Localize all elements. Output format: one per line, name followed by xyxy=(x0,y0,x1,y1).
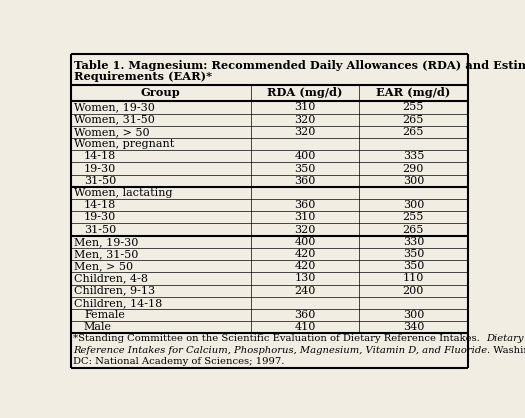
Text: 265: 265 xyxy=(403,115,424,125)
Text: 340: 340 xyxy=(403,322,424,332)
Text: Dietary: Dietary xyxy=(486,334,523,343)
Text: Female: Female xyxy=(84,310,125,320)
Text: 320: 320 xyxy=(295,224,316,234)
Text: 300: 300 xyxy=(403,176,424,186)
Text: Women, 31-50: Women, 31-50 xyxy=(74,115,155,125)
Text: 19-30: 19-30 xyxy=(84,212,116,222)
Text: Men, > 50: Men, > 50 xyxy=(74,261,133,271)
Text: 255: 255 xyxy=(403,102,424,112)
Text: Men, 19-30: Men, 19-30 xyxy=(74,237,138,247)
Text: 330: 330 xyxy=(403,237,424,247)
Text: 19-30: 19-30 xyxy=(84,163,116,173)
Text: 420: 420 xyxy=(295,261,316,271)
Text: 200: 200 xyxy=(403,285,424,296)
Text: Male: Male xyxy=(84,322,112,332)
Text: 350: 350 xyxy=(295,163,316,173)
Text: Women, > 50: Women, > 50 xyxy=(74,127,150,137)
Text: 360: 360 xyxy=(295,176,316,186)
Text: Children, 4-8: Children, 4-8 xyxy=(74,273,148,283)
Text: Table 1. Magnesium: Recommended Daily Allowances (RDA) and Estimated Average: Table 1. Magnesium: Recommended Daily Al… xyxy=(74,60,525,71)
Text: Women, 19-30: Women, 19-30 xyxy=(74,102,155,112)
Text: 400: 400 xyxy=(295,151,316,161)
Text: *Standing Committee on the Scientific Evaluation of Dietary Reference Intakes.: *Standing Committee on the Scientific Ev… xyxy=(73,334,486,343)
Text: 310: 310 xyxy=(295,102,316,112)
Text: 335: 335 xyxy=(403,151,424,161)
Text: 300: 300 xyxy=(403,310,424,320)
Text: 290: 290 xyxy=(403,163,424,173)
Text: 240: 240 xyxy=(295,285,316,296)
Text: 110: 110 xyxy=(403,273,424,283)
Text: 310: 310 xyxy=(295,212,316,222)
Text: Group: Group xyxy=(141,87,181,99)
Text: Children, 14-18: Children, 14-18 xyxy=(74,298,162,308)
Text: 420: 420 xyxy=(295,249,316,259)
Text: 255: 255 xyxy=(403,212,424,222)
Text: Women, lactating: Women, lactating xyxy=(74,188,172,198)
Text: 265: 265 xyxy=(403,127,424,137)
Text: 350: 350 xyxy=(403,249,424,259)
Text: 14-18: 14-18 xyxy=(84,151,116,161)
Text: 31-50: 31-50 xyxy=(84,176,116,186)
Text: 410: 410 xyxy=(295,322,316,332)
Text: 14-18: 14-18 xyxy=(84,200,116,210)
Text: . Washington,: . Washington, xyxy=(487,346,525,355)
Text: DC: National Academy of Sciences; 1997.: DC: National Academy of Sciences; 1997. xyxy=(73,357,285,366)
Text: Requirements (EAR)*: Requirements (EAR)* xyxy=(74,71,212,82)
Text: EAR (mg/d): EAR (mg/d) xyxy=(376,87,450,99)
Text: Men, 31-50: Men, 31-50 xyxy=(74,249,138,259)
Text: 350: 350 xyxy=(403,261,424,271)
Text: 360: 360 xyxy=(295,310,316,320)
Text: Reference Intakes for Calcium, Phosphorus, Magnesium, Vitamin D, and Fluoride: Reference Intakes for Calcium, Phosphoru… xyxy=(73,346,487,355)
Text: Women, pregnant: Women, pregnant xyxy=(74,139,174,149)
Text: 300: 300 xyxy=(403,200,424,210)
Text: 320: 320 xyxy=(295,115,316,125)
Text: 130: 130 xyxy=(295,273,316,283)
Text: RDA (mg/d): RDA (mg/d) xyxy=(267,87,343,99)
Text: 320: 320 xyxy=(295,127,316,137)
Text: 360: 360 xyxy=(295,200,316,210)
Text: 400: 400 xyxy=(295,237,316,247)
Text: Children, 9-13: Children, 9-13 xyxy=(74,285,155,296)
Text: 31-50: 31-50 xyxy=(84,224,116,234)
Text: 265: 265 xyxy=(403,224,424,234)
